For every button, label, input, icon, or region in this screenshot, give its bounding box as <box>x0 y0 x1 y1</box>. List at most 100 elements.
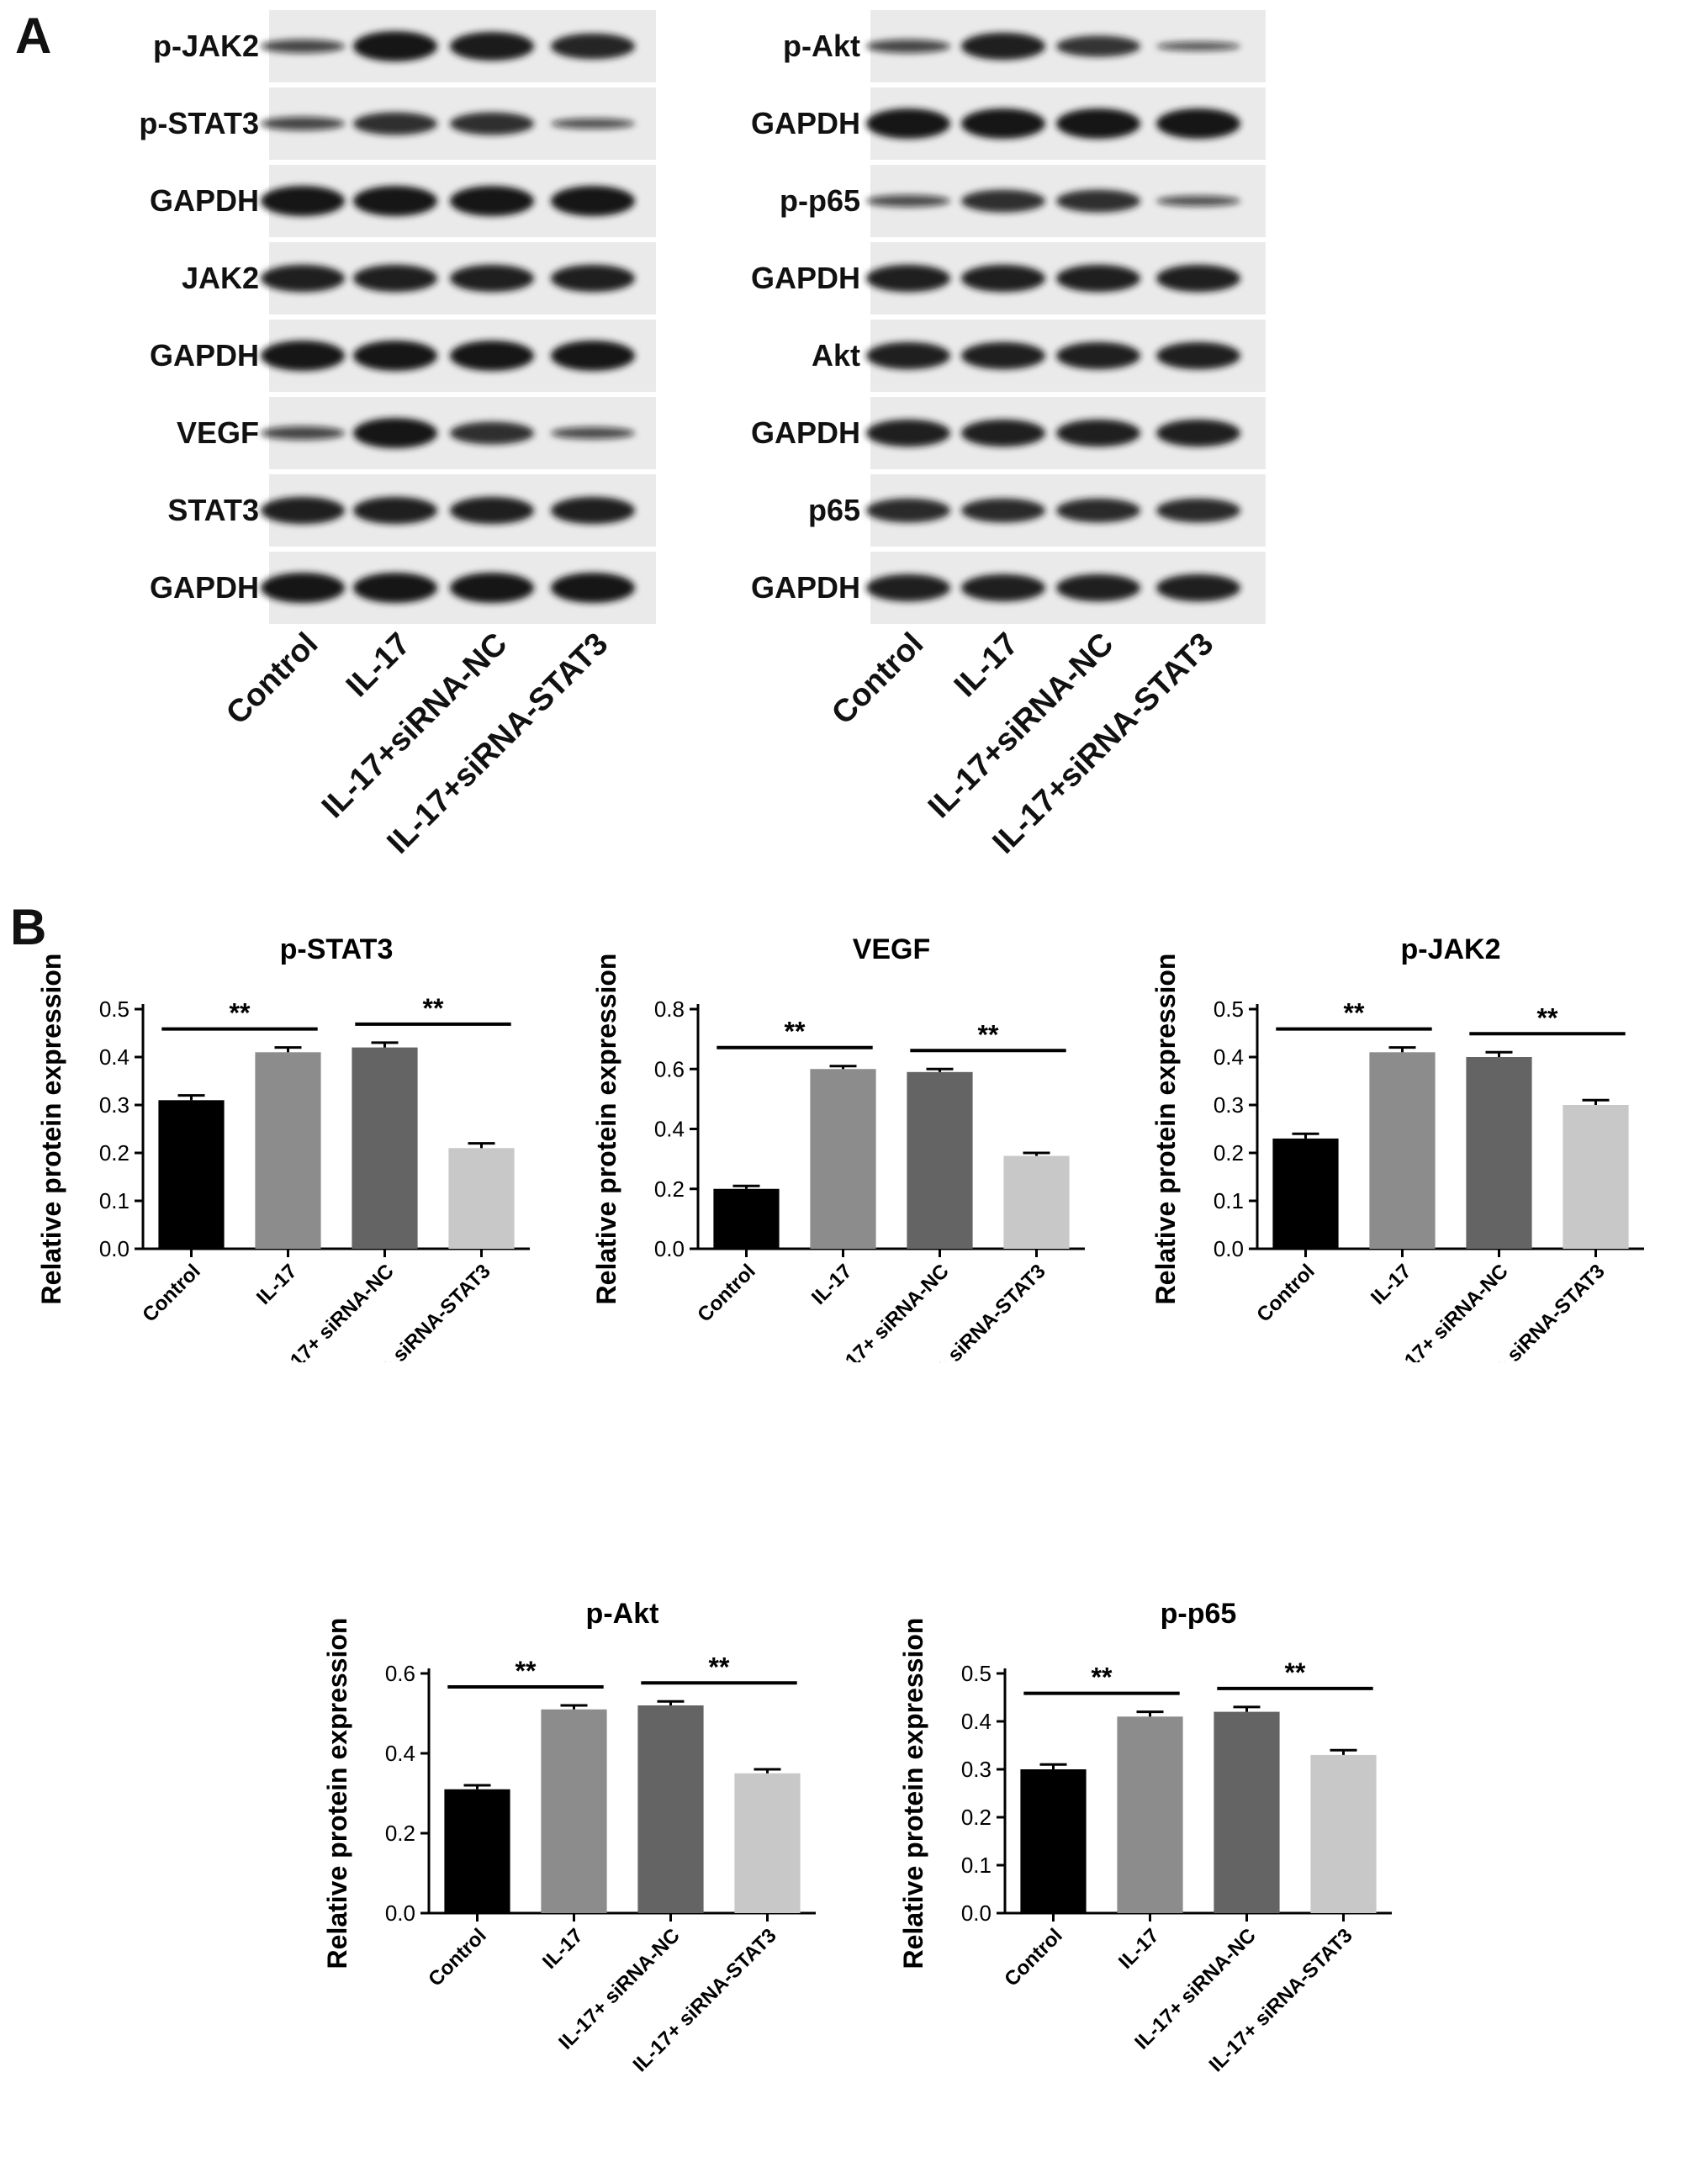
x-tick-label: Control <box>424 1924 490 1990</box>
lane-label-control: Control <box>219 626 325 732</box>
blot-band <box>1056 574 1140 602</box>
x-tick-label: Control <box>1000 1924 1066 1990</box>
y-tick-label: 0.3 <box>99 1092 130 1118</box>
chart-p-jak2: p-JAK2 Relative protein expression 0.0 0.1 0… <box>1150 933 1644 1362</box>
bar-control <box>1272 1138 1339 1249</box>
blot-band <box>866 574 950 602</box>
blot-label-gapdh: GAPDH <box>751 261 860 295</box>
y-tick-label: 0.5 <box>1214 996 1244 1022</box>
chart-p-stat3: p-STAT3 Relative protein expression 0.0 0.1… <box>36 933 530 1362</box>
chart-vegf: VEGF Relative protein expression 0.0 0.2 0.4… <box>591 933 1085 1362</box>
lane-label-il-17-sirna-nc: IL-17+siRNA-NC <box>315 626 514 825</box>
bar-il-17 <box>1369 1052 1436 1249</box>
blot-band <box>1156 264 1240 293</box>
chart-title: p-p65 <box>1161 1598 1237 1630</box>
blot-label-gapdh: GAPDH <box>150 338 259 373</box>
blot-band <box>866 39 950 54</box>
y-tick-label: 0.0 <box>654 1236 685 1261</box>
blot-band <box>1056 498 1140 523</box>
lane-label-il-17-sirna-nc: IL-17+siRNA-NC <box>922 626 1120 825</box>
y-tick-label: 0.5 <box>961 1661 991 1686</box>
blot-band <box>450 496 534 525</box>
blot-band <box>261 341 345 371</box>
blot-band <box>1156 108 1240 139</box>
y-tick-label: 0.3 <box>961 1757 991 1782</box>
bar-il-17-sirna-stat3 <box>734 1773 801 1913</box>
bar-il-17-sirna-stat3 <box>1310 1754 1377 1913</box>
blot-band <box>353 186 437 216</box>
y-axis-label: Relative protein expression <box>36 954 66 1305</box>
blot-label-gapdh: GAPDH <box>751 106 860 140</box>
blot-band <box>866 341 950 370</box>
y-tick-label: 0.4 <box>1214 1044 1244 1070</box>
panel-b-label: B <box>10 899 47 955</box>
blot-band <box>961 498 1045 523</box>
y-tick-label: 0.2 <box>99 1140 130 1166</box>
significance-marker: ** <box>978 1019 999 1049</box>
significance-marker: ** <box>1092 1663 1113 1693</box>
bar-il-17-sirna-nc <box>1466 1057 1532 1249</box>
blot-label-akt: Akt <box>812 338 860 373</box>
blot-band <box>551 573 635 603</box>
blot-band <box>261 426 345 441</box>
x-tick-label: Control <box>138 1260 204 1326</box>
significance-marker: ** <box>230 998 251 1028</box>
bar-il-17-sirna-nc <box>352 1047 418 1249</box>
y-tick-label: 0.0 <box>1214 1236 1244 1261</box>
chart-title: p-JAK2 <box>1400 933 1500 965</box>
bar-il-17 <box>541 1709 607 1913</box>
blot-label-vegf: VEGF <box>177 415 259 450</box>
panel-a-label: A <box>15 8 52 64</box>
blot-label-p-jak2: p-JAK2 <box>153 29 259 63</box>
blot-band <box>1056 108 1140 139</box>
chart-p-akt: p-Akt Relative protein expression 0.0 0.2 0.… <box>322 1598 816 2076</box>
blot-band <box>551 118 635 130</box>
blot-band <box>1156 574 1240 602</box>
blot-band <box>961 189 1045 213</box>
y-tick-label: 0.3 <box>1214 1092 1244 1118</box>
blot-band <box>551 186 635 216</box>
x-tick-label: IL-17+ siRNA-STAT3 <box>898 1260 1050 1362</box>
lane-label-control: Control <box>825 626 930 732</box>
blot-band <box>353 418 437 448</box>
y-axis-label: Relative protein expression <box>1150 954 1181 1305</box>
blot-band <box>353 341 437 371</box>
blot-band <box>1156 419 1240 447</box>
y-tick-label: 0.4 <box>654 1117 685 1142</box>
blot-band <box>353 573 437 603</box>
blot-band <box>261 264 345 293</box>
y-tick-label: 0.2 <box>1214 1140 1244 1166</box>
blot-band <box>866 264 950 293</box>
y-tick-label: 0.1 <box>1214 1188 1244 1213</box>
y-tick-label: 0.5 <box>99 996 130 1022</box>
x-tick-label: IL-17 <box>807 1260 857 1309</box>
blot-band <box>961 341 1045 370</box>
blot-band <box>551 264 635 293</box>
blot-band <box>551 33 635 60</box>
chart-title: p-STAT3 <box>280 933 394 965</box>
bar-il-17-sirna-stat3 <box>1003 1155 1070 1249</box>
x-tick-label: IL-17 <box>538 1924 588 1974</box>
bar-il-17 <box>255 1052 321 1249</box>
blot-band <box>261 116 345 131</box>
significance-marker: ** <box>709 1652 730 1682</box>
blot-band <box>1156 341 1240 370</box>
significance-marker: ** <box>1537 1002 1558 1033</box>
blot-label-p65: p65 <box>808 493 860 527</box>
blot-band <box>551 496 635 525</box>
blot-label-gapdh: GAPDH <box>150 570 259 605</box>
blot-band <box>1056 35 1140 57</box>
x-tick-label: IL-17 <box>1367 1260 1416 1309</box>
blot-band <box>450 421 534 445</box>
x-tick-label: IL-17+ siRNA-STAT3 <box>1457 1260 1610 1362</box>
blot-band <box>961 32 1045 61</box>
blot-band <box>866 194 950 208</box>
blot-band <box>866 108 950 139</box>
blot-band <box>450 573 534 603</box>
y-tick-label: 0.6 <box>654 1056 685 1081</box>
y-tick-label: 0.4 <box>961 1709 991 1734</box>
blot-band <box>551 426 635 440</box>
y-tick-label: 0.2 <box>961 1805 991 1830</box>
lane-label-il-17: IL-17 <box>340 626 417 704</box>
significance-marker: ** <box>423 993 444 1023</box>
